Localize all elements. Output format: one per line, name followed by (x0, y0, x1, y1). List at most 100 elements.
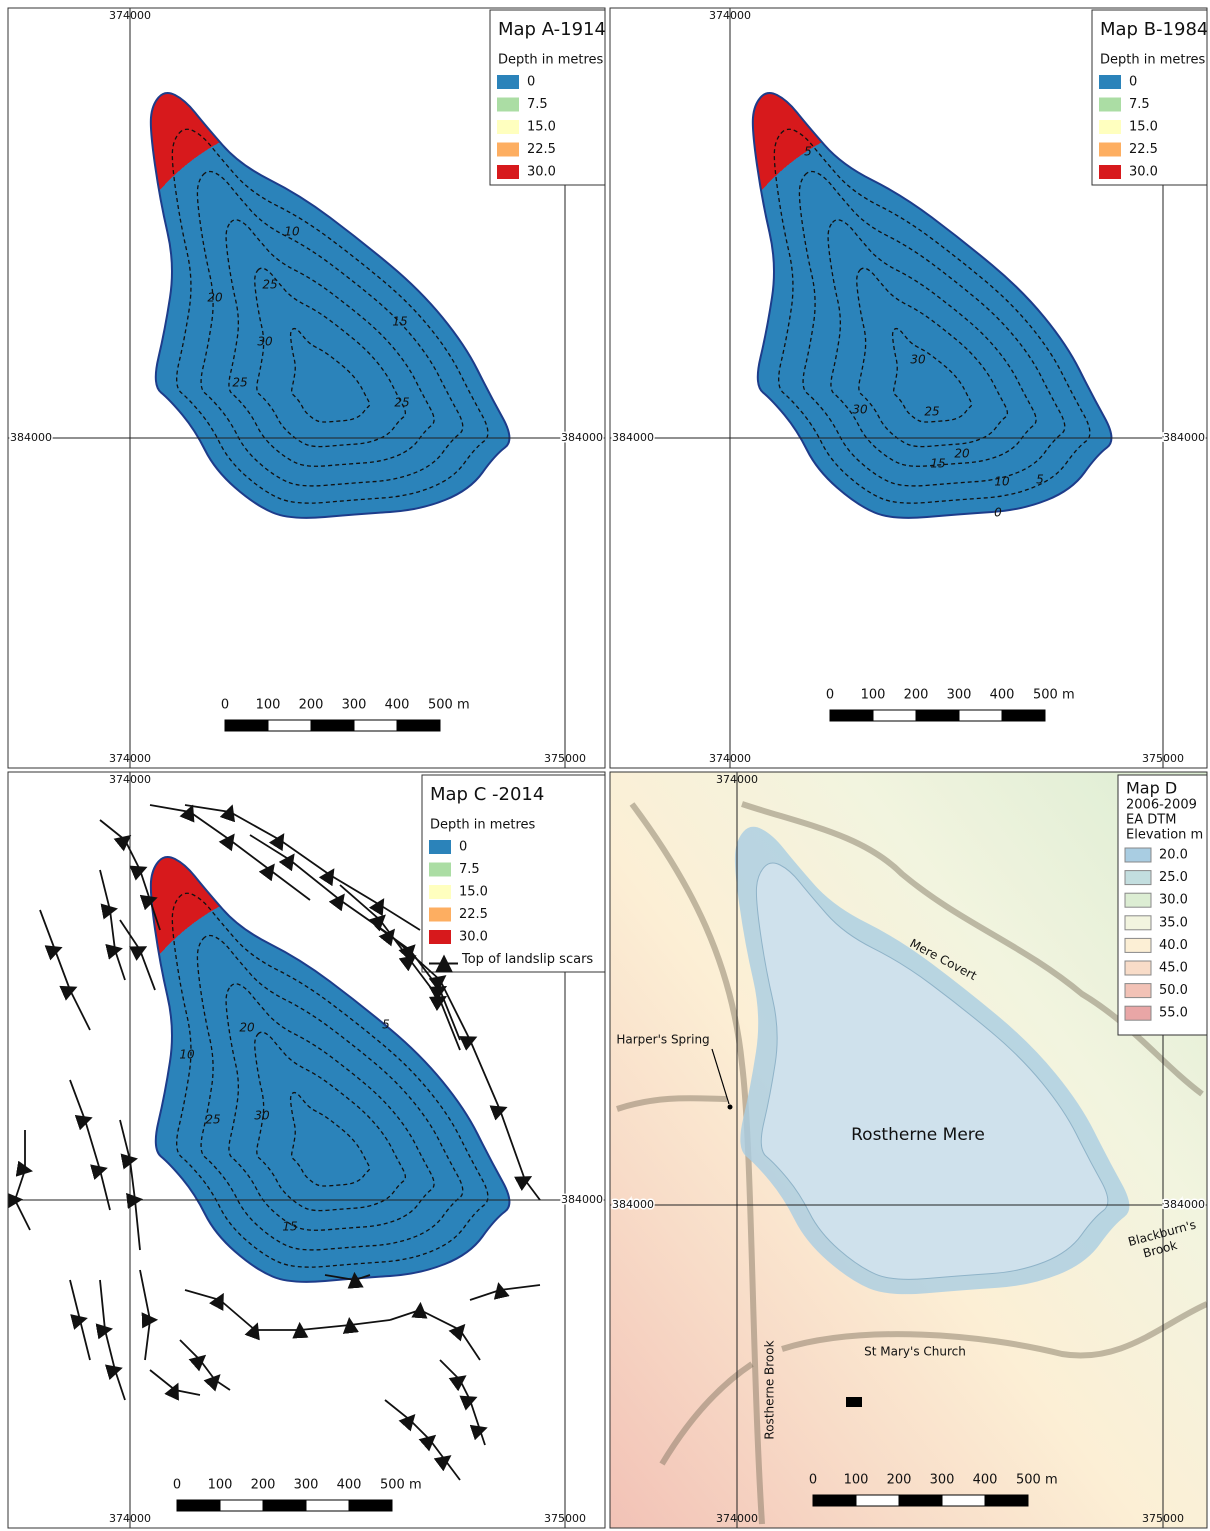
grid-label: 384000 (1163, 431, 1205, 444)
legend-label: 20.0 (1159, 848, 1188, 863)
contour-label: 30 (910, 353, 926, 367)
scale-bar-segment (311, 720, 354, 731)
legend-label: 25.0 (1159, 870, 1188, 885)
legend-swatch (497, 75, 519, 89)
scale-bar-label: 300 (947, 688, 972, 703)
grid-label: 374000 (709, 752, 751, 765)
contour-label: 15 (392, 315, 407, 329)
legend-subtitle: EA DTM (1126, 813, 1176, 828)
scale-bar-label: 500 m (380, 1478, 422, 1493)
legend-swatch (1099, 120, 1121, 134)
scale-bar-label: 0 (173, 1478, 181, 1493)
grid-label: 374000 (109, 9, 151, 22)
scale-bar-segment (873, 710, 916, 721)
scale-bar-segment (959, 710, 1002, 721)
grid-label: 384000 (612, 431, 654, 444)
map-panel: 5303025201510503740003840003840003740003… (610, 8, 1208, 768)
scale-bar-segment (397, 720, 440, 731)
scale-bar-segment (1002, 710, 1045, 721)
legend-swatch (497, 165, 519, 179)
contour-label: 0 (994, 506, 1002, 520)
legend-subtitle: Depth in metres (498, 53, 604, 68)
scale-bar-label: 100 (256, 698, 281, 713)
scale-bar-segment (813, 1495, 856, 1506)
legend-swatch (1125, 893, 1151, 907)
legend-label: 30.0 (459, 930, 488, 945)
scale-bar-label: 0 (826, 688, 834, 703)
grid-label: 375000 (544, 752, 586, 765)
scale-bar-label: 300 (294, 1478, 319, 1493)
legend-label: 35.0 (1159, 915, 1188, 930)
scale-bar-label: 200 (904, 688, 929, 703)
legend-label: 15.0 (459, 885, 488, 900)
grid-label: 384000 (612, 1198, 654, 1211)
contour-label: 20 (954, 447, 970, 461)
legend-label: 45.0 (1159, 961, 1188, 976)
contour-label: 25 (232, 376, 247, 390)
scale-bar-label: 500 m (1016, 1473, 1058, 1488)
legend-swatch (1125, 916, 1151, 930)
legend-swatch (429, 908, 451, 922)
scale-bar-label: 100 (208, 1478, 233, 1493)
legend-label: 15.0 (527, 120, 556, 135)
grid-label: 374000 (716, 1512, 758, 1525)
legend-label: 7.5 (1129, 97, 1150, 112)
scale-bar-label: 100 (844, 1473, 869, 1488)
legend-swatch (429, 863, 451, 877)
legend-title: Map A-1914 (498, 19, 606, 40)
grid-label: 375000 (1142, 1512, 1184, 1525)
legend-label: 22.5 (459, 907, 488, 922)
grid-label: 384000 (1163, 1198, 1205, 1211)
legend-swatch (497, 143, 519, 157)
scale-bar-segment (263, 1500, 306, 1511)
scale-bar-segment (899, 1495, 942, 1506)
grid-label: 374000 (709, 9, 751, 22)
legend-label: 0 (1129, 75, 1137, 90)
legend-title: Map C -2014 (430, 784, 544, 805)
contour-label: 25 (394, 396, 409, 410)
legend-swatch (1099, 143, 1121, 157)
scale-bar-label: 400 (337, 1478, 362, 1493)
legend-label: 7.5 (527, 97, 548, 112)
legend-label: 22.5 (527, 142, 556, 157)
legend-swatch (1125, 1006, 1151, 1020)
scale-bar-segment (268, 720, 311, 731)
legend-label: 40.0 (1159, 938, 1188, 953)
legend-swatch (429, 885, 451, 899)
scale-bar-segment (830, 710, 873, 721)
map-panel: Rostherne MereMere CovertHarper's Spring… (610, 772, 1207, 1528)
legend-swatch (497, 120, 519, 134)
contour-label: 30 (852, 403, 868, 417)
grid-label: 384000 (561, 431, 603, 444)
legend-swatch (1125, 848, 1151, 862)
scale-bar-label: 200 (299, 698, 324, 713)
legend-label: Top of landslip scars (461, 952, 593, 967)
scale-bar-segment (306, 1500, 349, 1511)
scale-bar-label: 0 (221, 698, 229, 713)
contour-label: 15 (930, 457, 945, 471)
contour-label: 30 (257, 335, 273, 349)
legend-subtitle: Elevation m (1126, 828, 1203, 843)
scale-bar-label: 500 m (428, 698, 470, 713)
scale-bar-label: 200 (251, 1478, 276, 1493)
contour-label: 10 (284, 225, 300, 239)
legend-swatch (1125, 938, 1151, 952)
scale-bar-segment (916, 710, 959, 721)
scale-bar-label: 0 (809, 1473, 817, 1488)
legend-swatch (429, 840, 451, 854)
legend-title: Map D (1126, 779, 1177, 798)
scale-bar-label: 100 (861, 688, 886, 703)
contour-label: 20 (239, 1021, 255, 1035)
spring-point (728, 1105, 733, 1110)
legend-label: 22.5 (1129, 142, 1158, 157)
contour-label: 20 (207, 291, 223, 305)
scale-bar-label: 300 (930, 1473, 955, 1488)
contour-label: 5 (382, 1018, 390, 1032)
scale-bar-segment (349, 1500, 392, 1511)
legend-swatch (1125, 871, 1151, 885)
contour-label: 10 (994, 475, 1010, 489)
map-panel: 1020251530252537400038400038400037400037… (8, 8, 606, 768)
legend-subtitle: 2006-2009 (1126, 798, 1197, 813)
